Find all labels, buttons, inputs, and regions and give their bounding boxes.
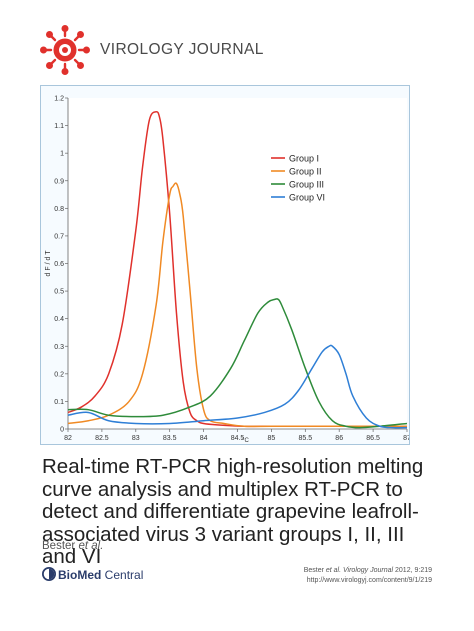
legend-label: Group II [289,167,322,177]
legend-label: Group III [289,180,324,190]
publisher-name-light: Central [101,568,144,582]
y-tick-label: 0.3 [54,344,64,351]
x-tick-label: 87 [403,435,409,442]
y-tick-label: 0 [60,427,64,434]
melting-curve-chart: 82 82.5 83 83.5 84 84.5 85 85.5 86 86.5 87 0 0.1 0.2 0… [45,96,409,445]
biomed-central-logo-icon [42,567,56,581]
x-tick-label: 82 [64,435,72,442]
x-tick-label: 86.5 [366,435,380,442]
y-tick-label: 1.1 [54,123,64,130]
x-tick-label: 82.5 [95,435,109,442]
y-tick-label: 0.1 [54,399,64,406]
virology-journal-logo-icon [40,25,90,75]
y-tick-label: 0.9 [54,178,64,185]
citation-journal: et al. Virology Journal [325,567,394,574]
publisher-name-bold: BioMed [58,568,102,582]
citation: Bester et al. Virology Journal 2012, 9:2… [304,566,432,586]
y-axis-label: d F / d T [45,250,52,277]
x-tick-label: 86 [335,435,343,442]
publisher-name: BioMed Central [58,568,143,582]
citation-authors: Bester [303,567,324,574]
y-tick-label: 0.8 [54,206,64,213]
x-tick-label: 83.5 [163,435,177,442]
citation-url[interactable]: http://www.virologyj.com/content/9/1/219 [306,577,432,584]
series-line-group-iii [67,298,408,429]
x-tick-label: 85 [268,435,276,442]
x-tick-label: 83 [132,435,140,442]
y-tick-label: 0.7 [54,233,64,240]
plot-area [68,98,407,429]
series-line-group-ii [67,182,407,428]
citation-details: 2012, 9:219 [395,567,432,574]
y-tick-label: 0.6 [54,261,64,268]
x-tick-label: 84 [200,435,208,442]
figure-frame: 82 82.5 83 83.5 84 84.5 85 85.5 86 86.5 87 0 0.1 0.2 0… [40,85,410,445]
x-axis-label: °C [242,438,249,444]
paper-authors: Bester et al. [42,540,103,552]
y-tick-label: 0.2 [54,371,64,378]
author-name: Bester [42,540,76,552]
journal-name: VIROLOGY JOURNAL [100,41,264,58]
paper-title: Real-time RT-PCR high-resolution melting… [42,455,424,568]
x-tick-label: 84.5 [231,435,245,442]
y-tick-label: 0.5 [54,289,64,296]
author-suffix: et al. [78,540,104,552]
y-tick-label: 1 [60,151,64,158]
legend-label: Group I [289,154,319,164]
legend-label: Group VI [289,193,325,203]
series-line-group-vi [67,344,408,429]
x-tick-label: 85.5 [298,435,312,442]
y-tick-label: 1.2 [54,96,64,103]
y-tick-label: 0.4 [54,316,64,323]
